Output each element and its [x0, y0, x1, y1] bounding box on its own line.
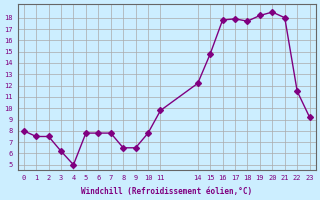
X-axis label: Windchill (Refroidissement éolien,°C): Windchill (Refroidissement éolien,°C)	[81, 187, 252, 196]
